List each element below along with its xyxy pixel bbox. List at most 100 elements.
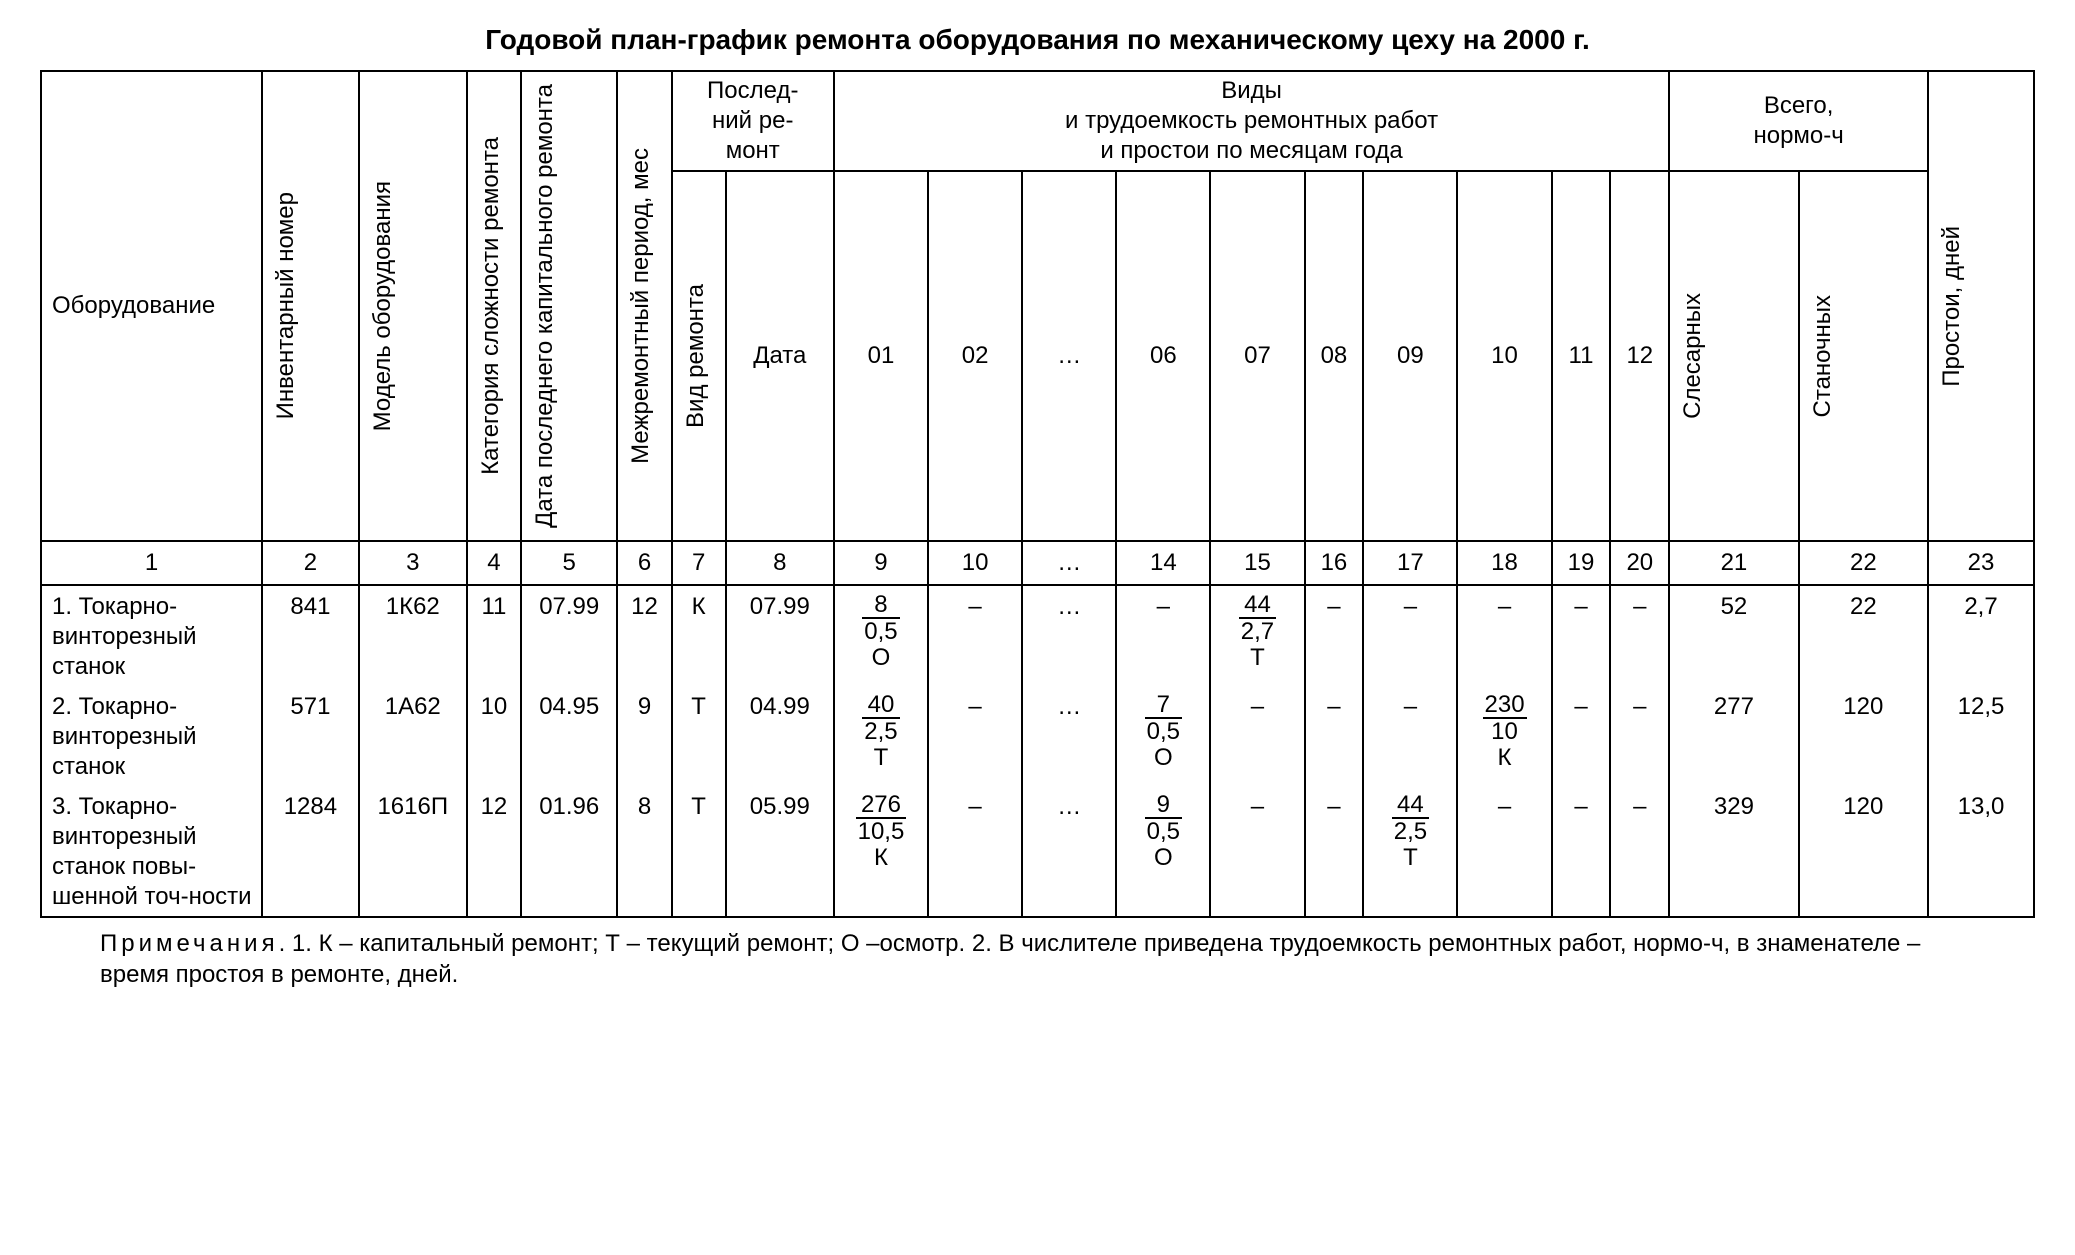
column-number: 23	[1928, 541, 2034, 585]
col-m07: 07	[1210, 171, 1304, 541]
last-capital-cell: 07.99	[521, 585, 617, 686]
schedule-table: Оборудование Инвентарный номер Модель об…	[40, 70, 2035, 918]
column-number: 9	[834, 541, 928, 585]
repair-date-cell: 07.99	[726, 585, 834, 686]
month-cell: –	[1457, 786, 1551, 917]
month-cell: –	[1363, 686, 1457, 786]
col-total-group: Всего, нормо-ч	[1669, 71, 1928, 171]
total-sles-cell: 277	[1669, 686, 1798, 786]
col-period: Межремонтный период, мес	[617, 71, 671, 541]
total-stan-cell: 120	[1799, 786, 1928, 917]
total-sles-cell: 329	[1669, 786, 1798, 917]
column-number: 7	[672, 541, 726, 585]
column-number: 6	[617, 541, 671, 585]
col-m10: 10	[1457, 171, 1551, 541]
repair-type-cell: Т	[672, 686, 726, 786]
col-model: Модель оборудования	[359, 71, 467, 541]
month-cell: 23010К	[1457, 686, 1551, 786]
footnotes: Примечания. 1. К – капитальный ремонт; Т…	[40, 928, 2035, 990]
month-cell: 80,5О	[834, 585, 928, 686]
month-cell: –	[1210, 686, 1304, 786]
column-number-row: 12345678910…14151617181920212223	[41, 541, 2034, 585]
column-number: 10	[928, 541, 1022, 585]
repair-type-cell: К	[672, 585, 726, 686]
column-number: 14	[1116, 541, 1210, 585]
equipment-name-cell: 1. Токарно-винторезный станок	[41, 585, 262, 686]
month-cell: 442,5Т	[1363, 786, 1457, 917]
notes-lead: Примечания	[100, 930, 279, 957]
period-cell: 8	[617, 786, 671, 917]
month-cell: –	[1363, 585, 1457, 686]
col-category: Категория сложности ремонта	[467, 71, 521, 541]
month-cell: –	[1552, 585, 1611, 686]
column-number: 3	[359, 541, 467, 585]
downtime-cell: 2,7	[1928, 585, 2034, 686]
month-cell: –	[1305, 686, 1364, 786]
last-capital-cell: 01.96	[521, 786, 617, 917]
column-number: 5	[521, 541, 617, 585]
column-number: 15	[1210, 541, 1304, 585]
col-total-sles: Слесарных	[1669, 171, 1798, 541]
category-cell: 12	[467, 786, 521, 917]
month-cell: –	[1457, 585, 1551, 686]
month-cell: …	[1022, 686, 1116, 786]
model-cell: 1616П	[359, 786, 467, 917]
month-cell: –	[928, 686, 1022, 786]
col-m11: 11	[1552, 171, 1611, 541]
column-number: 8	[726, 541, 834, 585]
table-row: 2. Токарно-винторезный станок5711А621004…	[41, 686, 2034, 786]
table-row: 3. Токарно-винторезный станок повы-шенно…	[41, 786, 2034, 917]
col-total-stan: Станочных	[1799, 171, 1928, 541]
notes-text: . 1. К – капитальный ремонт; Т – текущий…	[100, 930, 1920, 988]
month-cell: –	[1610, 786, 1669, 917]
inv-no-cell: 571	[262, 686, 358, 786]
column-number: 4	[467, 541, 521, 585]
col-inv-no: Инвентарный номер	[262, 71, 358, 541]
column-number: …	[1022, 541, 1116, 585]
model-cell: 1К62	[359, 585, 467, 686]
repair-type-cell: Т	[672, 786, 726, 917]
col-m01: 01	[834, 171, 928, 541]
column-number: 19	[1552, 541, 1611, 585]
column-number: 20	[1610, 541, 1669, 585]
col-m02: 02	[928, 171, 1022, 541]
model-cell: 1А62	[359, 686, 467, 786]
month-cell: –	[928, 585, 1022, 686]
month-cell: 27610,5К	[834, 786, 928, 917]
month-cell: –	[1552, 786, 1611, 917]
month-cell: …	[1022, 585, 1116, 686]
repair-date-cell: 05.99	[726, 786, 834, 917]
column-number: 2	[262, 541, 358, 585]
equipment-name-cell: 3. Токарно-винторезный станок повы-шенно…	[41, 786, 262, 917]
table-row: 1. Токарно-винторезный станок8411К621107…	[41, 585, 2034, 686]
inv-no-cell: 841	[262, 585, 358, 686]
category-cell: 11	[467, 585, 521, 686]
period-cell: 9	[617, 686, 671, 786]
downtime-cell: 13,0	[1928, 786, 2034, 917]
col-mdots: …	[1022, 171, 1116, 541]
month-cell: –	[1610, 686, 1669, 786]
total-stan-cell: 22	[1799, 585, 1928, 686]
month-cell: …	[1022, 786, 1116, 917]
repair-date-cell: 04.99	[726, 686, 834, 786]
period-cell: 12	[617, 585, 671, 686]
last-capital-cell: 04.95	[521, 686, 617, 786]
col-m12: 12	[1610, 171, 1669, 541]
col-m09: 09	[1363, 171, 1457, 541]
col-last-repair-group: Послед- ний ре- монт	[672, 71, 834, 171]
col-repair-type: Вид ремонта	[672, 171, 726, 541]
table-body: 1. Токарно-винторезный станок8411К621107…	[41, 585, 2034, 917]
col-repair-date: Дата	[726, 171, 834, 541]
month-cell: –	[1305, 585, 1364, 686]
table-header: Оборудование Инвентарный номер Модель об…	[41, 71, 2034, 585]
column-number: 1	[41, 541, 262, 585]
inv-no-cell: 1284	[262, 786, 358, 917]
column-number: 21	[1669, 541, 1798, 585]
col-m06: 06	[1116, 171, 1210, 541]
month-cell: 402,5Т	[834, 686, 928, 786]
category-cell: 10	[467, 686, 521, 786]
column-number: 22	[1799, 541, 1928, 585]
month-cell: –	[1116, 585, 1210, 686]
month-cell: –	[1305, 786, 1364, 917]
page-title: Годовой план-график ремонта оборудования…	[40, 24, 2035, 56]
